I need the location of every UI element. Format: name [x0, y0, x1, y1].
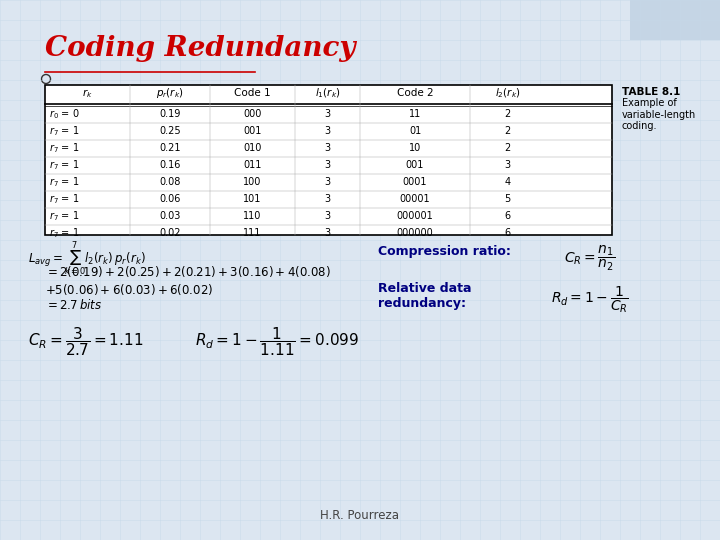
- Text: 0.02: 0.02: [159, 228, 181, 238]
- Text: $R_d = 1 - \dfrac{1}{C_R}$: $R_d = 1 - \dfrac{1}{C_R}$: [551, 284, 629, 315]
- Text: 3: 3: [325, 211, 330, 221]
- Text: 111: 111: [243, 228, 261, 238]
- Text: 2: 2: [505, 143, 510, 153]
- Text: $= 2(0.19) + 2(0.25) + 2(0.21) + 3(0.16) + 4(0.08)$: $= 2(0.19) + 2(0.25) + 2(0.21) + 3(0.16)…: [45, 264, 331, 279]
- Text: 0.03: 0.03: [159, 211, 181, 221]
- Text: 001: 001: [243, 126, 261, 136]
- Text: $= 2.7\,bits$: $= 2.7\,bits$: [45, 298, 102, 312]
- Text: $l_1(r_k)$: $l_1(r_k)$: [315, 87, 341, 100]
- Text: Relative data
redundancy:: Relative data redundancy:: [378, 282, 472, 310]
- Text: 6: 6: [505, 211, 510, 221]
- Text: 011: 011: [243, 160, 261, 170]
- Bar: [45, 85, 612, 235]
- Text: 0.16: 0.16: [159, 160, 181, 170]
- Text: 0.06: 0.06: [159, 194, 181, 204]
- Text: 010: 010: [243, 143, 261, 153]
- Text: 101: 101: [243, 194, 261, 204]
- Text: 01: 01: [409, 126, 421, 136]
- Text: $r_7$ = 1: $r_7$ = 1: [49, 192, 79, 206]
- Text: 110: 110: [243, 211, 261, 221]
- Bar: [630, 0, 720, 40]
- Text: 00001: 00001: [400, 194, 431, 204]
- Text: $r_7$ = 1: $r_7$ = 1: [49, 226, 79, 240]
- Text: Code 2: Code 2: [397, 89, 433, 98]
- Text: 100: 100: [243, 177, 261, 187]
- Text: 10: 10: [409, 143, 421, 153]
- Text: 000: 000: [243, 109, 261, 119]
- Text: $r_7$ = 1: $r_7$ = 1: [49, 141, 79, 155]
- Text: Example of
variable-length
coding.: Example of variable-length coding.: [622, 98, 696, 131]
- Text: 11: 11: [409, 109, 421, 119]
- Text: $p_r(r_k)$: $p_r(r_k)$: [156, 86, 184, 100]
- Text: $C_R = \dfrac{n_1}{n_2}$: $C_R = \dfrac{n_1}{n_2}$: [564, 244, 616, 273]
- Text: 3: 3: [325, 160, 330, 170]
- Text: 0001: 0001: [402, 177, 427, 187]
- Text: $r_7$ = 1: $r_7$ = 1: [49, 158, 79, 172]
- Text: H.R. Pourreza: H.R. Pourreza: [320, 509, 400, 522]
- Text: 0.21: 0.21: [159, 143, 181, 153]
- Text: 3: 3: [505, 160, 510, 170]
- Text: $r_7$ = 1: $r_7$ = 1: [49, 209, 79, 223]
- Text: 0.19: 0.19: [159, 109, 181, 119]
- Text: $r_7$ = 1: $r_7$ = 1: [49, 175, 79, 189]
- Text: 2: 2: [505, 109, 510, 119]
- Text: 000000: 000000: [397, 228, 433, 238]
- Text: 001: 001: [406, 160, 424, 170]
- Text: $L_{avg} = \sum_{k=0}^{7} l_2(r_k)\,p_r(r_k)$: $L_{avg} = \sum_{k=0}^{7} l_2(r_k)\,p_r(…: [28, 240, 145, 278]
- Text: 5: 5: [505, 194, 510, 204]
- Text: $r_7$ = 1: $r_7$ = 1: [49, 124, 79, 138]
- Text: 3: 3: [325, 177, 330, 187]
- Text: Code 1: Code 1: [234, 89, 271, 98]
- Text: 3: 3: [325, 143, 330, 153]
- Text: $r_0$ = 0: $r_0$ = 0: [49, 107, 79, 121]
- Text: 0.25: 0.25: [159, 126, 181, 136]
- Text: 0.08: 0.08: [159, 177, 181, 187]
- Text: 000001: 000001: [397, 211, 433, 221]
- Text: 4: 4: [505, 177, 510, 187]
- Text: 3: 3: [325, 228, 330, 238]
- Text: Coding Redundancy: Coding Redundancy: [45, 35, 356, 62]
- Text: $+ 5(0.06) + 6(0.03) + 6(0.02)$: $+ 5(0.06) + 6(0.03) + 6(0.02)$: [45, 282, 213, 297]
- Text: $r_k$: $r_k$: [82, 87, 93, 100]
- Text: 3: 3: [325, 194, 330, 204]
- Text: 6: 6: [505, 228, 510, 238]
- Text: $R_d = 1 - \dfrac{1}{1.11} = 0.099$: $R_d = 1 - \dfrac{1}{1.11} = 0.099$: [195, 325, 359, 358]
- Text: $C_R = \dfrac{3}{2.7} = 1.11$: $C_R = \dfrac{3}{2.7} = 1.11$: [28, 325, 143, 358]
- Text: $l_2(r_k)$: $l_2(r_k)$: [495, 87, 521, 100]
- Text: 3: 3: [325, 126, 330, 136]
- Text: Compression ratio:: Compression ratio:: [378, 245, 511, 258]
- Text: 2: 2: [505, 126, 510, 136]
- Text: TABLE 8.1: TABLE 8.1: [622, 87, 680, 97]
- Text: 3: 3: [325, 109, 330, 119]
